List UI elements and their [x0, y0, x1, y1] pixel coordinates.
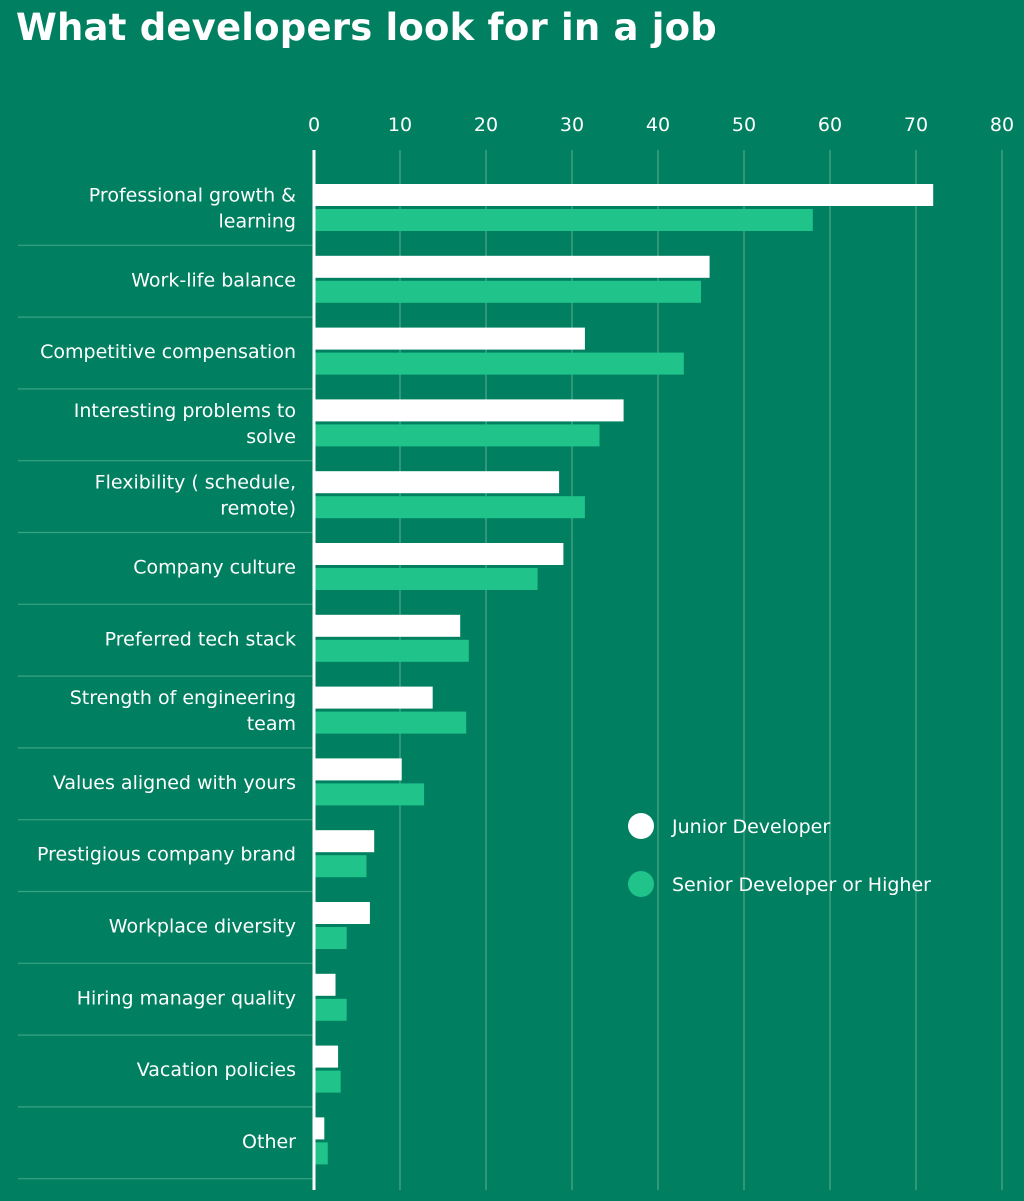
bar-senior [314, 352, 684, 375]
category-label-line: Interesting problems to [74, 400, 296, 422]
category-label-line: Professional growth & [89, 185, 296, 207]
x-tick-label: 40 [646, 114, 670, 136]
category-label: Company culture [133, 557, 296, 579]
bar-senior [314, 711, 467, 734]
bar-junior [314, 830, 375, 853]
category-label-line: remote) [220, 498, 296, 520]
bar-junior [314, 255, 710, 278]
bar-senior [314, 209, 813, 231]
legend-marker-junior [628, 813, 654, 839]
legend-label-junior: Junior Developer [671, 816, 830, 838]
x-tick-label: 80 [990, 114, 1014, 136]
category-label: Competitive compensation [40, 341, 296, 363]
bar-senior [314, 998, 347, 1021]
category-label: Professional growth & learning [89, 185, 296, 233]
legend-marker-senior [628, 871, 654, 897]
bar-junior [314, 614, 461, 637]
bar-senior [314, 855, 367, 878]
x-tick-label: 60 [818, 114, 842, 136]
bar-senior [314, 783, 425, 806]
x-tick-label: 50 [732, 114, 756, 136]
category-label: Interesting problems to solve [74, 400, 296, 448]
bar-senior [314, 927, 347, 949]
x-tick-label: 70 [904, 114, 928, 136]
category-label-line: team [247, 713, 296, 735]
bar-senior [314, 496, 585, 519]
category-label-line: learning [218, 211, 296, 233]
bar-junior [314, 184, 934, 206]
x-tick-label: 0 [308, 114, 320, 136]
bar-senior [314, 280, 701, 303]
bar-junior [314, 686, 433, 709]
category-label: Work-life balance [131, 269, 296, 291]
bar-senior [314, 568, 538, 590]
category-label: Hiring manager quality [77, 987, 296, 1009]
bar-senior [314, 639, 469, 662]
bar-senior [314, 424, 600, 447]
category-label: Preferred tech stack [105, 628, 296, 650]
category-label-line: solve [246, 426, 296, 448]
category-label: Other [242, 1131, 296, 1153]
category-label-line: Strength of engineering [70, 687, 296, 709]
bar-junior [314, 758, 402, 781]
bar-junior [314, 327, 585, 350]
category-label: Flexibility ( schedule, remote) [95, 472, 296, 520]
category-label: Prestigious company brand [37, 844, 296, 866]
bar-senior [314, 1142, 328, 1165]
bar-junior [314, 471, 560, 494]
bar-junior [314, 1045, 339, 1068]
bar-junior [314, 902, 370, 924]
x-tick-label: 20 [474, 114, 498, 136]
bar-junior [314, 399, 624, 422]
category-label: Values aligned with yours [53, 772, 296, 794]
x-tick-label: 10 [388, 114, 412, 136]
category-label: Workplace diversity [109, 916, 296, 938]
category-label: Strength of engineering team [70, 687, 296, 735]
x-tick-label: 30 [560, 114, 584, 136]
category-label: Vacation policies [137, 1059, 296, 1081]
legend-label-senior: Senior Developer or Higher [672, 874, 931, 896]
bar-junior [314, 973, 336, 996]
bar-junior [314, 543, 564, 565]
bar-junior [314, 1117, 325, 1140]
chart-title: What developers look for in a job [16, 6, 717, 49]
bar-senior [314, 1070, 341, 1093]
category-label-line: Flexibility ( schedule, [95, 472, 296, 494]
